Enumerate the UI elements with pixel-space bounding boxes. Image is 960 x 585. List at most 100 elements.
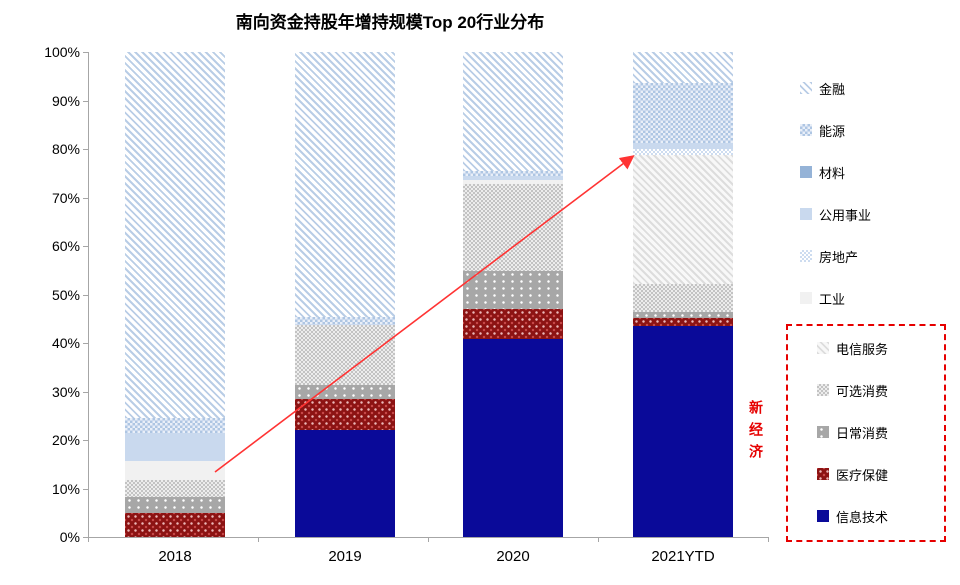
y-tick-label: 30% <box>51 383 80 400</box>
x-tick-mark <box>88 537 89 542</box>
x-tick-label: 2018 <box>158 548 192 565</box>
y-tick-mark <box>83 197 88 199</box>
legend-label: 能源 <box>819 123 846 139</box>
bar-segment <box>633 148 733 155</box>
y-tick-mark <box>83 294 88 296</box>
bar-segment <box>295 429 395 537</box>
legend-swatch-icon <box>817 426 829 438</box>
y-tick-mark <box>83 488 88 490</box>
bar-segment <box>633 312 733 319</box>
stacked-bar-2020 <box>463 52 563 537</box>
bar-segment <box>463 183 563 271</box>
y-tick-mark <box>83 246 88 247</box>
bar-segment <box>633 318 733 326</box>
bar-segment <box>125 52 225 418</box>
bar-segment <box>125 461 225 480</box>
bar-segment <box>633 284 733 313</box>
legend-item: 能源 <box>800 123 871 139</box>
bar-segment <box>295 398 395 430</box>
y-tick-label: 90% <box>51 92 80 109</box>
legend-label: 信息技术 <box>836 509 889 525</box>
legend-swatch-icon <box>800 292 812 304</box>
legend-label: 工业 <box>819 291 846 307</box>
x-tick-label: 2021YTD <box>651 548 715 565</box>
legend-swatch-icon <box>800 250 812 262</box>
legend-item: 医疗保健 <box>817 467 944 483</box>
bar-segment <box>295 52 395 317</box>
legend-label: 日常消费 <box>836 425 889 441</box>
chart-title: 南向资金持股年增持规模Top 20行业分布 <box>235 13 545 32</box>
y-tick-label: 60% <box>51 238 80 254</box>
x-tick-mark <box>598 537 599 542</box>
bar-segment <box>633 325 733 537</box>
new-economy-label: 新经济 <box>748 400 764 466</box>
bar-segment <box>295 384 395 399</box>
y-tick-mark <box>83 149 88 150</box>
legend-item: 可选消费 <box>817 383 944 399</box>
y-tick-label: 80% <box>51 141 80 157</box>
stacked-bar-2018 <box>125 52 225 537</box>
y-tick-label: 100% <box>44 44 80 60</box>
y-tick-label: 10% <box>51 480 80 497</box>
legend-swatch-icon <box>817 468 829 480</box>
stacked-bar-2019 <box>295 52 395 537</box>
legend-label: 可选消费 <box>836 383 889 399</box>
legend-item: 日常消费 <box>817 425 944 441</box>
x-tick-mark <box>768 537 769 542</box>
y-tick-mark <box>83 52 88 53</box>
bar-segment <box>633 154 733 285</box>
bar-segment <box>125 417 225 433</box>
bar-segment <box>125 496 225 513</box>
y-tick-label: 70% <box>51 189 80 206</box>
legend-swatch-icon <box>800 82 812 94</box>
legend-swatch-icon <box>817 342 829 354</box>
y-tick-mark <box>83 537 88 538</box>
legend-swatch-icon <box>800 124 812 136</box>
x-tick-mark <box>258 537 259 542</box>
y-tick-label: 20% <box>51 432 80 448</box>
legend-item: 电信服务 <box>817 341 944 357</box>
legend-item: 材料 <box>800 165 871 181</box>
x-tick-mark <box>428 537 429 542</box>
bar-segment <box>633 52 733 83</box>
legend-label: 医疗保健 <box>836 467 889 483</box>
legend-swatch-icon <box>800 208 812 220</box>
bar-segment <box>125 432 225 462</box>
bar-segment <box>125 512 225 537</box>
legend-swatch-icon <box>817 384 829 396</box>
bar-segment <box>633 142 733 149</box>
legend-label: 电信服务 <box>836 341 889 357</box>
legend-item: 房地产 <box>800 249 871 265</box>
bar-segment <box>463 270 563 310</box>
legend-new-economy-box: 电信服务可选消费日常消费医疗保健信息技术 <box>786 324 946 542</box>
y-tick-mark <box>83 391 88 393</box>
legend-old-economy: 金融能源材料公用事业房地产工业 <box>800 81 872 307</box>
x-tick-label: 2020 <box>496 548 530 565</box>
bar-segment <box>463 52 563 171</box>
y-axis-line <box>88 52 89 538</box>
bar-segment <box>125 479 225 497</box>
y-tick-label: 40% <box>51 335 80 351</box>
y-tick-mark <box>83 440 88 441</box>
legend-swatch-icon <box>817 510 829 522</box>
bar-segment <box>295 316 395 325</box>
bar-segment <box>463 309 563 339</box>
bar-segment <box>295 324 395 385</box>
legend-label: 金融 <box>819 81 846 97</box>
legend-item: 金融 <box>800 81 871 97</box>
bar-segment <box>463 338 563 537</box>
stacked-bar-2021YTD <box>633 52 733 537</box>
y-tick-mark <box>83 100 88 102</box>
legend-item: 公用事业 <box>800 207 872 223</box>
legend-item: 工业 <box>800 291 871 307</box>
legend-label: 房地产 <box>819 249 859 265</box>
y-tick-label: 0% <box>59 529 80 545</box>
legend-label: 公用事业 <box>819 207 872 223</box>
legend-swatch-icon <box>800 166 812 178</box>
y-tick-label: 50% <box>51 286 80 303</box>
x-tick-label: 2019 <box>328 548 362 565</box>
legend-label: 材料 <box>819 165 846 181</box>
y-tick-mark <box>83 343 88 344</box>
legend-item: 信息技术 <box>817 509 944 525</box>
